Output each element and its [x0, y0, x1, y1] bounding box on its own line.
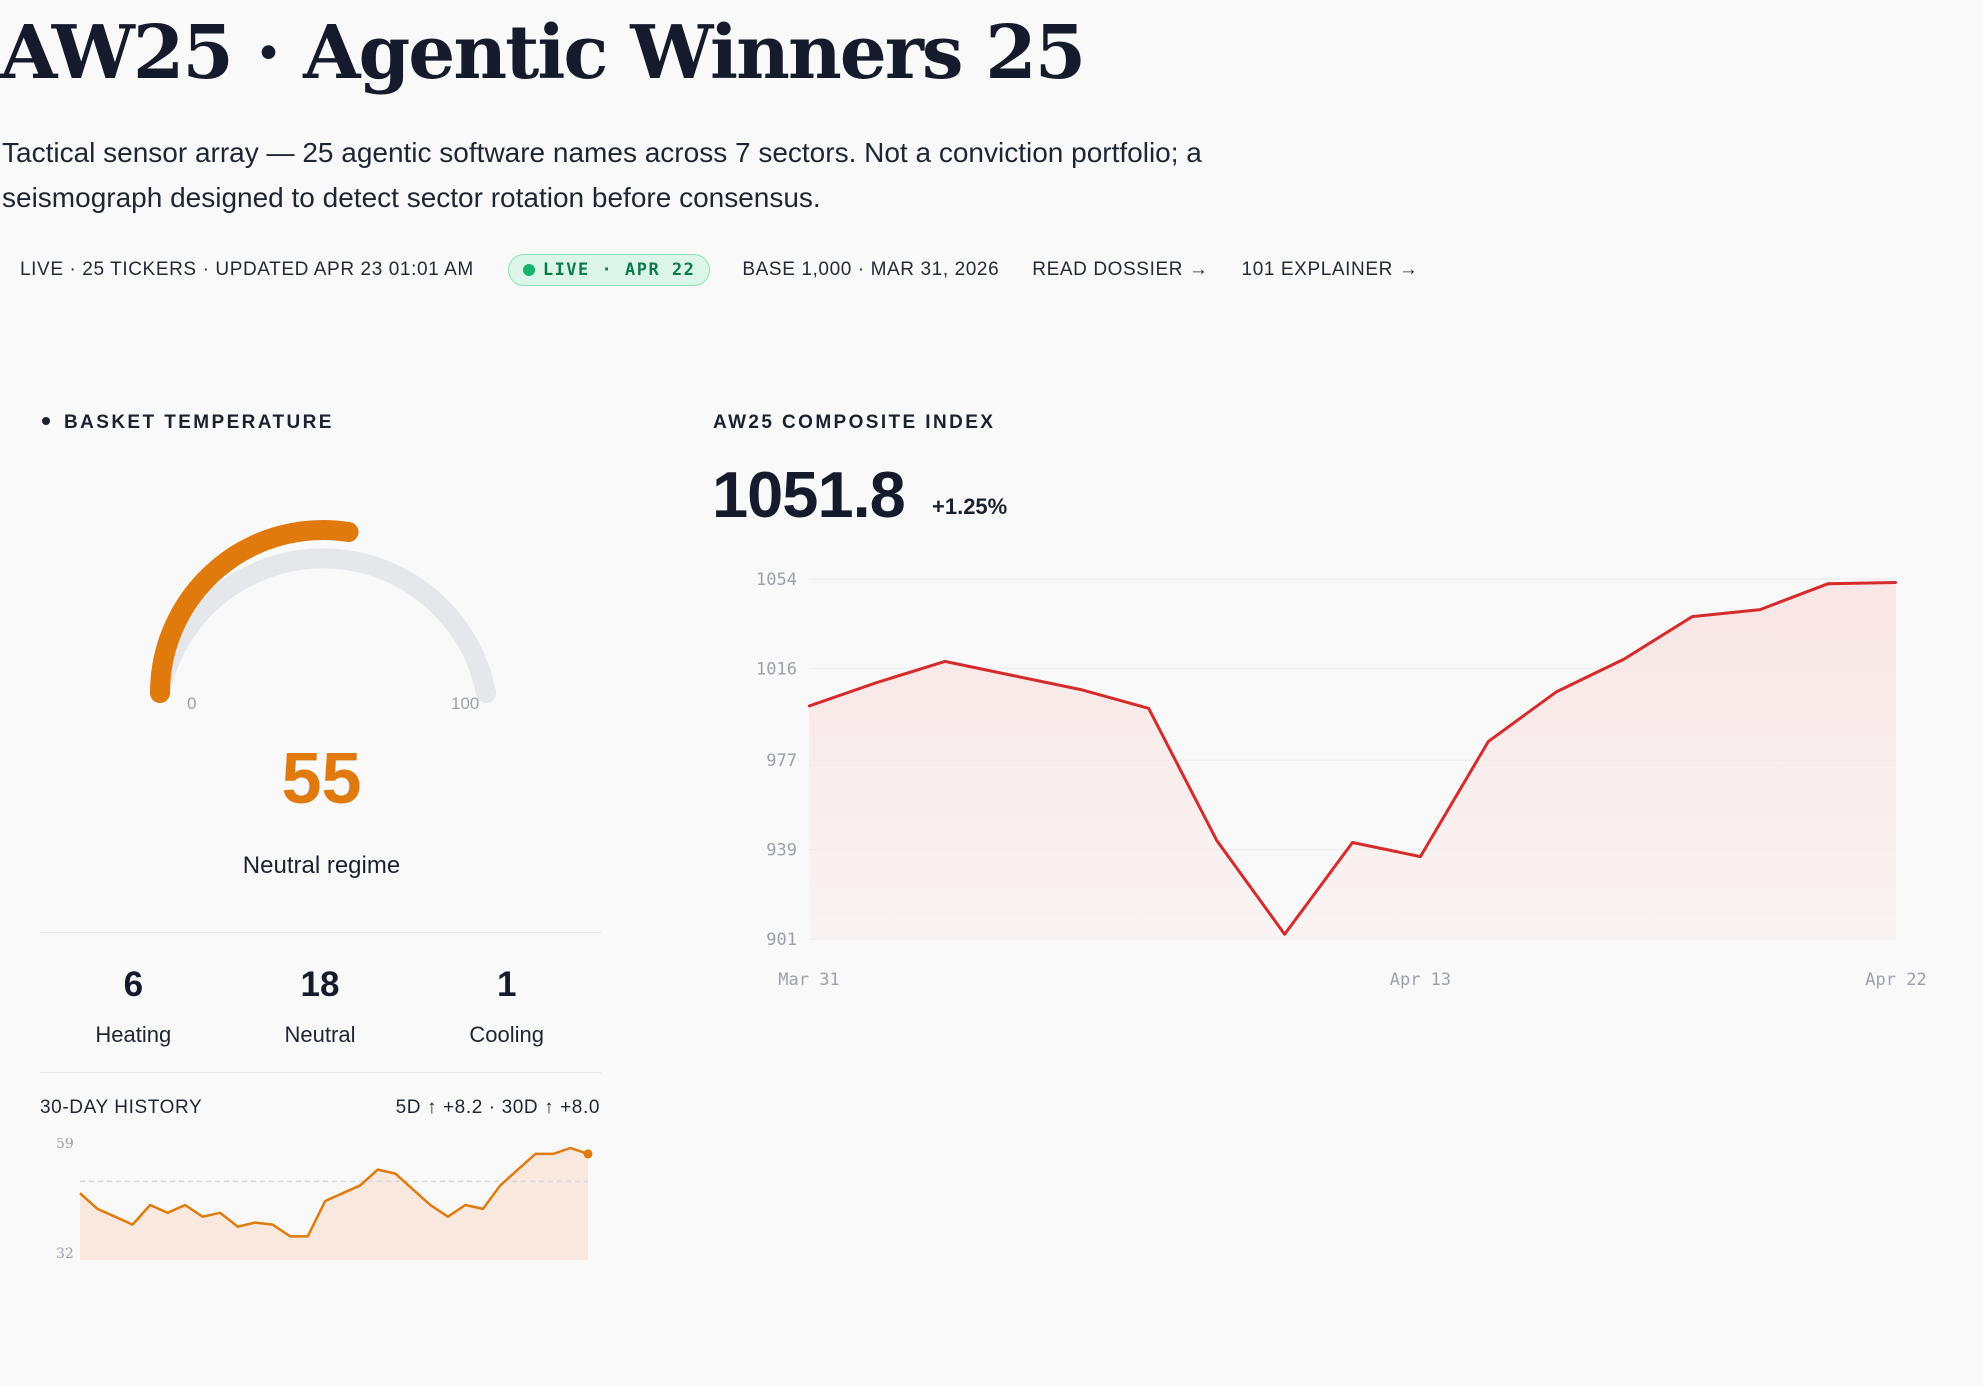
history-area — [80, 1148, 588, 1260]
gauge-min-label: 0 — [187, 694, 196, 713]
index-point — [807, 704, 811, 708]
history-summary: 5D ↑ +8.2 · 30D ↑ +8.0 — [395, 1097, 600, 1118]
count-value: 6 — [123, 965, 144, 1004]
composite-index-chart: 1054 1016 977 939 901 Mar 31 Apr 13 Apr 22 — [756, 570, 1927, 990]
history-y-min: 32 — [56, 1246, 74, 1262]
y-tick-label: 1054 — [756, 570, 797, 590]
gauge-max-label: 100 — [451, 694, 479, 713]
index-point — [875, 681, 879, 684]
explainer-link[interactable]: 101 EXPLAINER → — [1241, 259, 1419, 280]
index-value: 1051.8 — [712, 458, 906, 531]
divider — [40, 932, 601, 933]
gauge-fill — [150, 520, 359, 703]
bullet-icon — [42, 416, 50, 425]
temperature-value: 55 — [281, 739, 362, 819]
count-label: Neutral — [284, 1022, 356, 1047]
index-point — [1079, 688, 1082, 691]
count-value: 18 — [300, 965, 340, 1004]
index-point — [1351, 841, 1354, 844]
count-label: Cooling — [469, 1022, 544, 1047]
page-title: AW25 · Agentic Winners 25 — [0, 10, 1086, 96]
index-point — [1555, 690, 1558, 694]
y-tick-label: 901 — [766, 930, 797, 950]
index-point — [1623, 657, 1626, 661]
divider — [40, 1072, 601, 1073]
read-dossier-link[interactable]: READ DOSSIER → — [1032, 259, 1209, 280]
basket-temperature-text: BASKET TEMPERATURE — [64, 412, 334, 433]
history-line — [79, 1146, 589, 1238]
x-tick-label: Apr 22 — [1865, 970, 1926, 990]
index-change: +1.25% — [932, 494, 1008, 519]
page-subtitle: Tactical sensor array — 25 agentic softw… — [2, 137, 1202, 213]
index-point — [1215, 839, 1218, 842]
index-point — [1691, 615, 1694, 618]
index-point — [1894, 581, 1898, 584]
index-point — [943, 660, 947, 663]
index-point — [1011, 674, 1014, 677]
regime-counts: 6 Heating 18 Neutral 1 Cooling — [40, 960, 600, 1048]
y-tick-label: 939 — [766, 841, 797, 861]
count-cooling: 1 Cooling — [413, 960, 600, 1048]
index-point — [1147, 707, 1150, 710]
history-header: 30-DAY HISTORY 5D ↑ +8.2 · 30D ↑ +8.0 — [40, 1097, 600, 1119]
count-value: 1 — [496, 965, 517, 1004]
index-point — [1758, 608, 1762, 611]
index-point — [1487, 740, 1490, 743]
y-tick-label: 977 — [766, 751, 797, 771]
history-y-max: 59 — [56, 1138, 74, 1152]
x-tick-label: Apr 13 — [1390, 970, 1451, 990]
count-neutral: 18 Neutral — [227, 960, 414, 1048]
status-text: LIVE · 25 TICKERS · UPDATED APR 23 01:01… — [20, 259, 474, 280]
basket-temperature-label: BASKET TEMPERATURE — [42, 412, 334, 434]
index-point — [1283, 933, 1286, 936]
y-tick-label: 1016 — [756, 659, 797, 679]
live-dot-icon — [522, 264, 535, 276]
count-heating: 6 Heating — [40, 960, 227, 1048]
x-tick-label: Mar 31 — [778, 970, 839, 990]
history-label: 30-DAY HISTORY — [40, 1097, 203, 1118]
index-point — [1826, 582, 1830, 585]
meta-bar: LIVE · 25 TICKERS · UPDATED APR 23 01:01… — [20, 254, 1418, 286]
history-last-point — [583, 1149, 593, 1159]
live-badge: LIVE · APR 22 — [507, 254, 711, 286]
count-label: Heating — [95, 1022, 172, 1047]
index-point — [1419, 855, 1422, 858]
regime-label: Neutral regime — [242, 852, 401, 879]
index-area — [809, 582, 1896, 939]
live-badge-label: LIVE · APR 22 — [542, 260, 696, 280]
temperature-gauge: 0 100 — [150, 520, 496, 713]
history-sparkline: 59 32 — [56, 1138, 593, 1262]
gauge-track — [150, 548, 496, 703]
composite-index-label: AW25 COMPOSITE INDEX — [713, 412, 996, 433]
base-info: BASE 1,000 · MAR 31, 2026 — [742, 259, 1000, 280]
